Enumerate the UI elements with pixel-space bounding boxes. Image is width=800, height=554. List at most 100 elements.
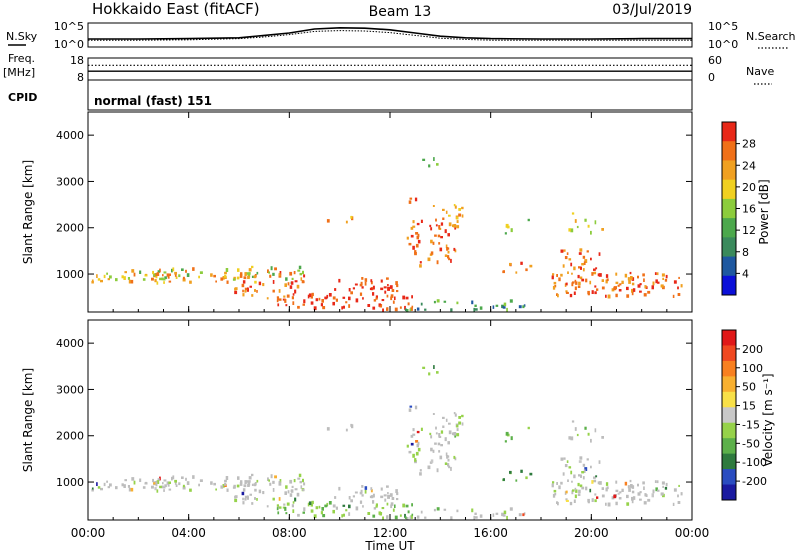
velocity-cell: [168, 481, 171, 484]
power-cell: [628, 280, 631, 284]
power-cell: [284, 283, 287, 287]
velocity-cell: [450, 516, 453, 520]
velocity-cell: [447, 458, 450, 462]
power-cell: [560, 249, 564, 253]
power-cell: [587, 224, 590, 228]
velocity-cell: [551, 483, 554, 488]
velocity-cell: [568, 436, 571, 440]
velocity-cell: [96, 482, 98, 486]
velocity-cell: [285, 512, 288, 515]
power-cell: [584, 218, 587, 222]
velocity-cell: [253, 483, 257, 487]
power-cell: [427, 257, 431, 262]
velocity-cell: [167, 483, 170, 487]
velocity-cell: [210, 481, 213, 485]
power-cell: [410, 226, 414, 230]
velocity-cell: [652, 489, 655, 494]
velocity-cell: [225, 476, 229, 480]
power-cell: [270, 266, 273, 271]
power-cell: [416, 307, 420, 311]
velocity-cell: [290, 489, 294, 493]
power-cell: [107, 278, 110, 281]
velocity-cell: [527, 426, 530, 430]
velocity-cell: [605, 502, 607, 506]
velocity-cell: [419, 472, 422, 476]
velocity-cell: [379, 513, 382, 516]
velocity-colorbar-segment: [722, 484, 736, 501]
velocity-cell: [566, 460, 569, 463]
velocity-cell: [587, 432, 590, 436]
power-cell: [417, 239, 421, 244]
velocity-cell: [286, 502, 290, 506]
power-cell: [369, 287, 373, 291]
power-cell: [644, 285, 647, 289]
velocity-cell: [415, 440, 419, 443]
velocity-cell: [618, 497, 622, 500]
power-cell: [354, 283, 358, 286]
velocity-cell: [417, 447, 421, 452]
velocity-cell: [430, 459, 434, 463]
velocity-cell: [310, 509, 314, 513]
power-colorbar-tick-label: 12: [742, 224, 756, 237]
velocity-cell: [103, 482, 106, 487]
power-cell: [447, 233, 450, 237]
velocity-cell: [522, 513, 525, 517]
power-cell: [450, 308, 453, 312]
velocity-cell: [654, 480, 657, 483]
nave-tick-bottom: 0: [708, 71, 715, 84]
power-cell: [246, 288, 249, 292]
velocity-cell: [182, 486, 186, 490]
velocity-cell: [564, 464, 568, 468]
velocity-cell: [505, 431, 509, 436]
velocity-cell: [572, 489, 575, 492]
velocity-y-tick-label: 4000: [56, 337, 84, 350]
power-cell: [156, 272, 160, 276]
power-cell: [639, 283, 642, 286]
velocity-cell: [390, 504, 393, 509]
velocity-cell: [171, 476, 173, 481]
velocity-cell: [322, 514, 326, 518]
velocity-cell: [406, 517, 409, 521]
power-cell: [436, 260, 439, 265]
power-cell: [251, 294, 254, 297]
velocity-colorbar-label: Velocity [m s⁻¹]: [761, 373, 775, 466]
power-cell: [677, 293, 681, 296]
velocity-cell: [372, 514, 376, 518]
velocity-cell: [624, 481, 628, 486]
station-title: Hokkaido East (fitACF): [92, 0, 260, 18]
power-cell: [615, 281, 619, 284]
power-cell: [254, 280, 257, 284]
power-cell: [448, 222, 452, 227]
power-cell: [157, 270, 160, 273]
power-cell: [509, 299, 513, 303]
power-cell: [272, 280, 275, 284]
velocity-cell: [278, 480, 281, 485]
power-cell: [326, 294, 329, 299]
velocity-cell: [439, 455, 443, 460]
power-cell: [432, 241, 435, 245]
power-cell: [278, 289, 281, 293]
velocity-cell: [433, 365, 435, 369]
velocity-cell: [174, 481, 177, 485]
power-cell: [123, 276, 126, 280]
velocity-cell: [279, 479, 282, 483]
x-tick-label: 00:00: [71, 526, 106, 540]
power-cell: [598, 252, 601, 256]
velocity-cell: [159, 485, 162, 489]
velocity-cell: [518, 513, 522, 517]
power-cell: [352, 287, 355, 290]
power-cell: [454, 249, 457, 253]
velocity-cell: [503, 478, 505, 481]
power-cell: [237, 268, 240, 272]
power-cell: [415, 243, 419, 248]
noise-right-tick-bottom: 10^0: [708, 38, 738, 51]
velocity-cell: [222, 484, 225, 488]
velocity-cell: [631, 496, 634, 501]
power-cell: [416, 222, 420, 226]
power-cell: [364, 282, 367, 286]
velocity-cell: [452, 432, 455, 436]
power-cell: [324, 296, 327, 300]
power-cell: [248, 272, 251, 275]
power-cell: [152, 270, 154, 275]
velocity-y-tick-label: 1000: [56, 476, 84, 489]
